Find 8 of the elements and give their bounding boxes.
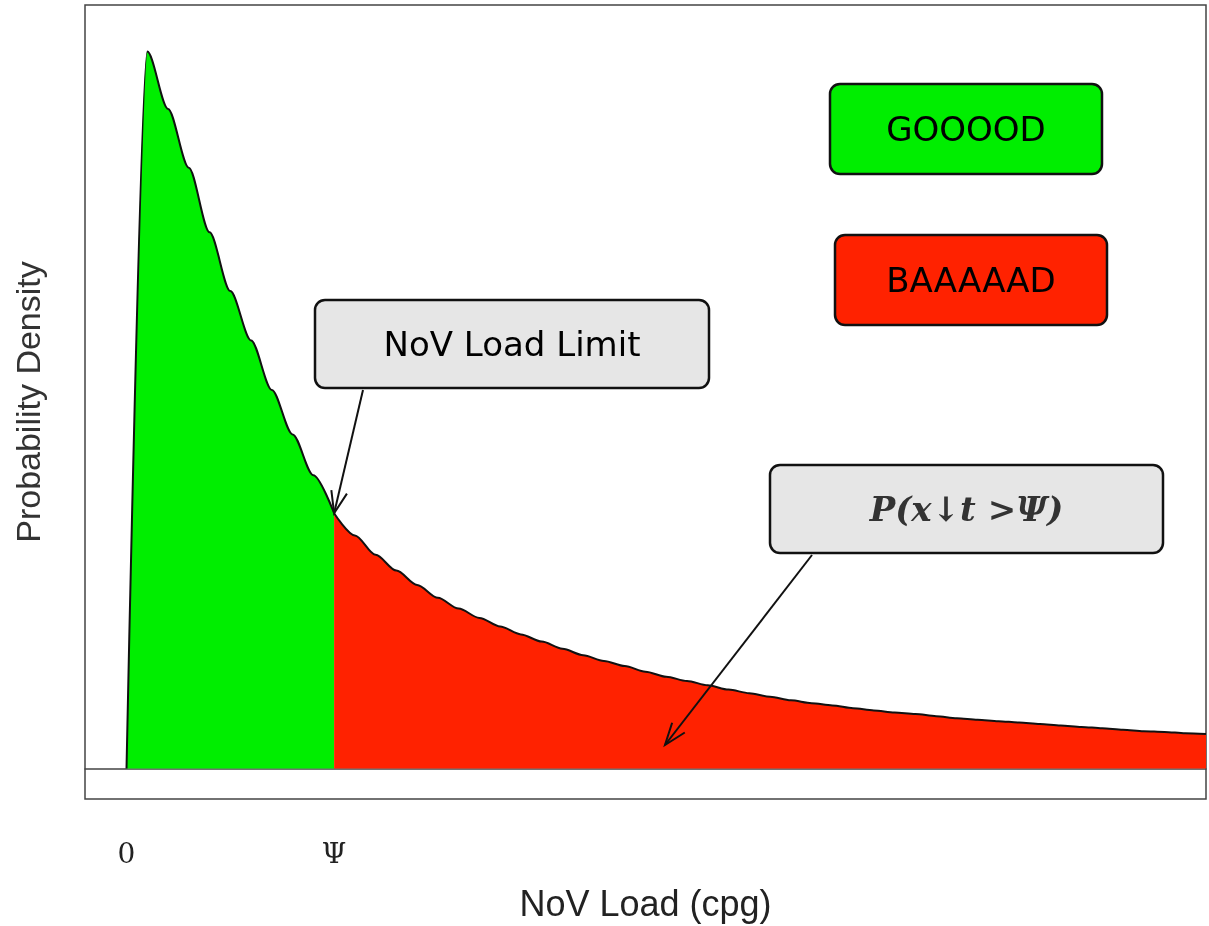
x-tick-label: 0 [117, 836, 136, 870]
annotation: P(x↓t >Ψ) [868, 489, 1064, 529]
text: GOOOOD [886, 109, 1046, 149]
annotation: NoV Load Limit [383, 324, 641, 364]
x-axis-title: NoV Load (cpg) [519, 882, 772, 924]
y-axis-title: Probability Density [9, 261, 47, 543]
text: BAAAAAD [886, 260, 1056, 300]
x-tick-label: Ψ [321, 836, 347, 870]
